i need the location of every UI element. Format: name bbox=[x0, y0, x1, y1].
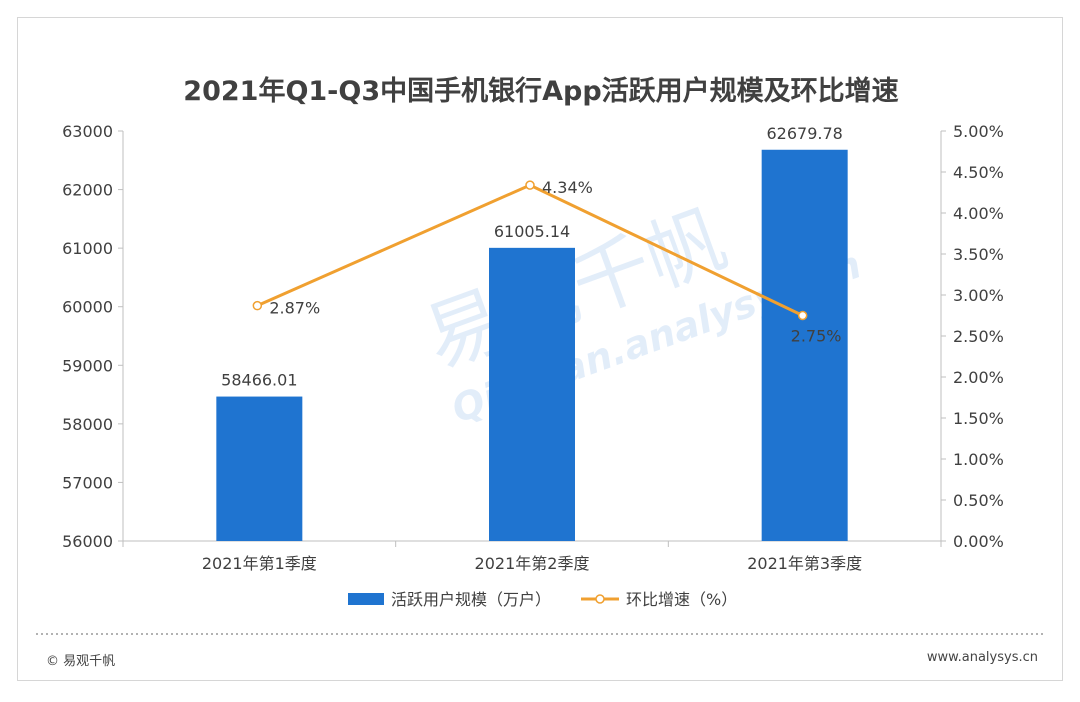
y-right-tick-label: 5.00% bbox=[953, 122, 1004, 141]
bar-data-label: 62679.78 bbox=[766, 124, 842, 143]
line-data-label: 2.87% bbox=[269, 299, 320, 318]
y-left-tick-label: 62000 bbox=[62, 181, 113, 200]
y-right-tick-label: 4.00% bbox=[953, 204, 1004, 223]
line-point bbox=[797, 310, 808, 321]
footer-website[interactable]: www.analysys.cn bbox=[926, 650, 1038, 665]
legend-bar-swatch bbox=[348, 593, 384, 605]
line-data-label: 4.34% bbox=[542, 178, 593, 197]
y-right-tick-label: 2.00% bbox=[953, 368, 1004, 387]
chart-card: 易观千帆 Qianfan.analysys.cn 2021年Q1-Q3中国手机银行A… bbox=[17, 17, 1063, 681]
line-data-label: 2.75% bbox=[791, 327, 842, 346]
y-right-tick-label: 0.00% bbox=[953, 532, 1004, 551]
y-left-tick-label: 59000 bbox=[62, 356, 113, 375]
y-right-tick-label: 3.50% bbox=[953, 245, 1004, 264]
y-left-tick-label: 57000 bbox=[62, 473, 113, 492]
y-left-tick-label: 58000 bbox=[62, 415, 113, 434]
bar-data-label: 58466.01 bbox=[221, 371, 297, 390]
footer-copyright: © 易观千帆 bbox=[46, 654, 116, 669]
line-point bbox=[252, 300, 263, 311]
y-left-tick-label: 61000 bbox=[62, 239, 113, 258]
y-left-tick-label: 60000 bbox=[62, 298, 113, 317]
bar bbox=[761, 149, 848, 541]
y-right-tick-label: 3.00% bbox=[953, 286, 1004, 305]
y-right-tick-label: 1.00% bbox=[953, 450, 1004, 469]
y-left-tick-label: 63000 bbox=[62, 122, 113, 141]
y-right-tick-label: 2.50% bbox=[953, 327, 1004, 346]
legend-line-marker bbox=[595, 594, 605, 604]
line-point bbox=[525, 180, 535, 190]
x-tick-label: 2021年第3季度 bbox=[747, 554, 862, 573]
x-tick-label: 2021年第1季度 bbox=[202, 554, 317, 573]
bar-data-label: 61005.14 bbox=[494, 222, 570, 241]
chart: 易观千帆Qianfan.analysys.cn2021年Q1-Q3中国手机银行A… bbox=[36, 75, 1046, 635]
y-left-tick-label: 56000 bbox=[62, 532, 113, 551]
bar bbox=[489, 247, 575, 541]
y-right-tick-label: 4.50% bbox=[953, 163, 1004, 182]
legend-bar-label: 活跃用户规模（万户） bbox=[391, 590, 551, 609]
chart-title: 2021年Q1-Q3中国手机银行App活跃用户规模及环比增速 bbox=[183, 75, 898, 107]
legend-line-label: 环比增速（%） bbox=[626, 590, 737, 609]
y-right-tick-label: 0.50% bbox=[953, 491, 1004, 510]
y-right-tick-label: 1.50% bbox=[953, 409, 1004, 428]
x-tick-label: 2021年第2季度 bbox=[475, 554, 590, 573]
bar bbox=[216, 396, 303, 541]
